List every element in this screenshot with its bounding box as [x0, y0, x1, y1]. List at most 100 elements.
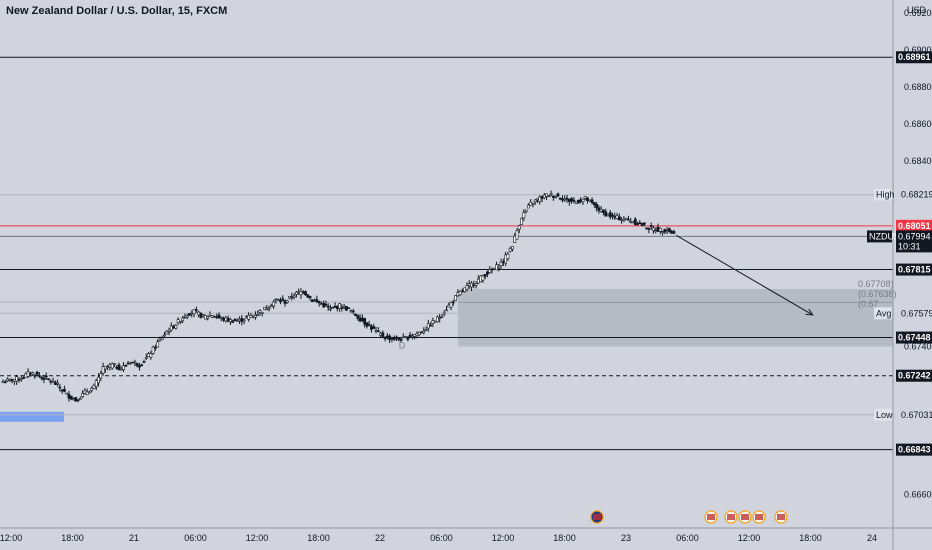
candle-body	[611, 214, 614, 217]
candle-body	[586, 197, 589, 201]
candle-body	[94, 380, 98, 387]
nz-flag-icon[interactable]	[590, 510, 604, 524]
candle-body	[406, 336, 410, 340]
candle-body	[244, 316, 248, 319]
candle-body	[231, 320, 235, 323]
candle-body	[654, 230, 658, 232]
candle-body	[670, 230, 674, 234]
candle-body	[356, 315, 360, 319]
candle-body	[456, 292, 460, 296]
candle-body	[395, 336, 398, 339]
candle-body	[397, 338, 401, 340]
candle-body	[213, 316, 216, 318]
candle-body	[174, 325, 178, 329]
candle-body	[151, 346, 155, 354]
candle-body	[110, 363, 114, 369]
candle-body	[229, 319, 232, 323]
candle-body	[349, 310, 353, 312]
stat-tag: Avg	[876, 308, 891, 318]
candle-body	[672, 231, 676, 234]
x-tick-label: 22	[375, 533, 385, 543]
candle-body	[179, 321, 182, 323]
candle-body	[538, 196, 542, 202]
candle-body	[258, 310, 262, 313]
candle-body	[235, 320, 239, 322]
candle-body	[156, 341, 160, 348]
us-flag-icon[interactable]	[738, 510, 752, 524]
candle-body	[3, 381, 7, 384]
candle-body	[602, 209, 605, 213]
candle-body	[504, 254, 508, 264]
x-tick-label: 23	[621, 533, 631, 543]
candle-body	[556, 193, 560, 197]
candle-body	[147, 353, 150, 357]
forecast-arrow-line	[675, 234, 813, 316]
x-tick-label: 12:00	[738, 533, 761, 543]
candle-body	[131, 361, 135, 364]
candle-body	[69, 395, 73, 400]
candle-body	[292, 295, 296, 298]
us-flag-icon-stripe	[777, 514, 785, 520]
candle-body	[492, 267, 496, 270]
candle-body	[399, 338, 403, 341]
candle-body	[274, 298, 278, 301]
x-tick-label: 12:00	[492, 533, 515, 543]
candle-body	[12, 379, 16, 382]
candle-body	[415, 333, 419, 336]
candle-body	[649, 225, 653, 227]
candle-body	[633, 218, 637, 225]
symbol-tag	[867, 230, 892, 243]
candle-body	[247, 315, 251, 320]
candle-body	[429, 324, 432, 327]
us-flag-icon[interactable]	[774, 510, 788, 524]
candle-body	[215, 316, 219, 319]
candle-body	[665, 230, 669, 233]
candle-body	[417, 332, 421, 336]
candle-body	[183, 315, 187, 318]
candle-body	[661, 231, 664, 234]
candle-body	[547, 195, 551, 197]
candle-body	[33, 375, 37, 377]
candle-body	[499, 261, 503, 266]
candle-body	[99, 373, 103, 379]
candle-body	[622, 219, 626, 222]
candle-body	[529, 201, 533, 206]
candle-body	[167, 331, 171, 333]
candle-body	[470, 282, 473, 288]
candle-body	[153, 346, 157, 349]
candle-body	[627, 219, 630, 221]
candle-body	[128, 362, 132, 365]
candle-body	[617, 216, 621, 221]
candle-body	[433, 320, 437, 323]
candle-body	[495, 264, 498, 271]
candle-body	[58, 386, 62, 389]
candle-body	[583, 195, 587, 199]
candle-body	[522, 212, 526, 219]
candle-body	[486, 271, 489, 275]
candle-body	[47, 378, 50, 380]
candle-body	[640, 222, 644, 227]
candle-body	[481, 275, 485, 281]
us-flag-icon[interactable]	[752, 510, 766, 524]
candle-body	[138, 365, 141, 368]
us-flag-icon[interactable]	[724, 510, 738, 524]
candle-body	[422, 330, 426, 333]
candle-body	[508, 248, 512, 252]
candle-body	[606, 213, 610, 217]
candle-body	[372, 326, 376, 329]
us-flag-icon[interactable]	[704, 510, 718, 524]
candle-body	[449, 302, 453, 308]
candle-body	[267, 307, 271, 310]
candle-body	[524, 209, 528, 212]
candle-body	[558, 197, 562, 200]
us-flag-icon-stripe	[727, 514, 735, 520]
current-price-tag	[896, 219, 932, 232]
candle-body	[219, 317, 223, 319]
candle-body	[72, 398, 75, 401]
candle-body	[520, 218, 523, 225]
candle-body	[385, 335, 389, 338]
